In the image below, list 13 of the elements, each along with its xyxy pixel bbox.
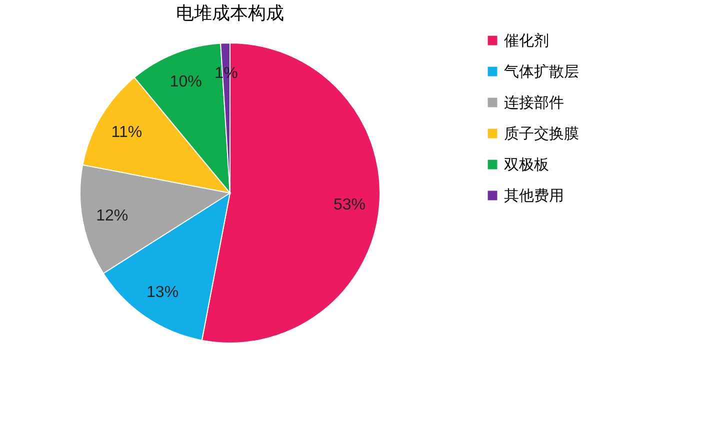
data-label: 12% bbox=[96, 207, 128, 224]
data-label: 53% bbox=[333, 196, 366, 214]
legend-label: 质子交换膜 bbox=[504, 126, 579, 142]
legend-label: 双极板 bbox=[504, 156, 549, 174]
data-label: 1% bbox=[214, 65, 238, 82]
data-label: 13% bbox=[146, 284, 179, 302]
legend-label: 催化剂 bbox=[504, 32, 549, 50]
data-label: 10% bbox=[170, 73, 202, 90]
legend-label: 连接部件 bbox=[504, 94, 564, 112]
legend-label: 气体扩散层 bbox=[504, 64, 579, 80]
chart-title: 电堆成本构成 bbox=[176, 3, 284, 23]
data-label: 11% bbox=[111, 124, 142, 141]
legend-label: 其他费用 bbox=[504, 188, 564, 204]
